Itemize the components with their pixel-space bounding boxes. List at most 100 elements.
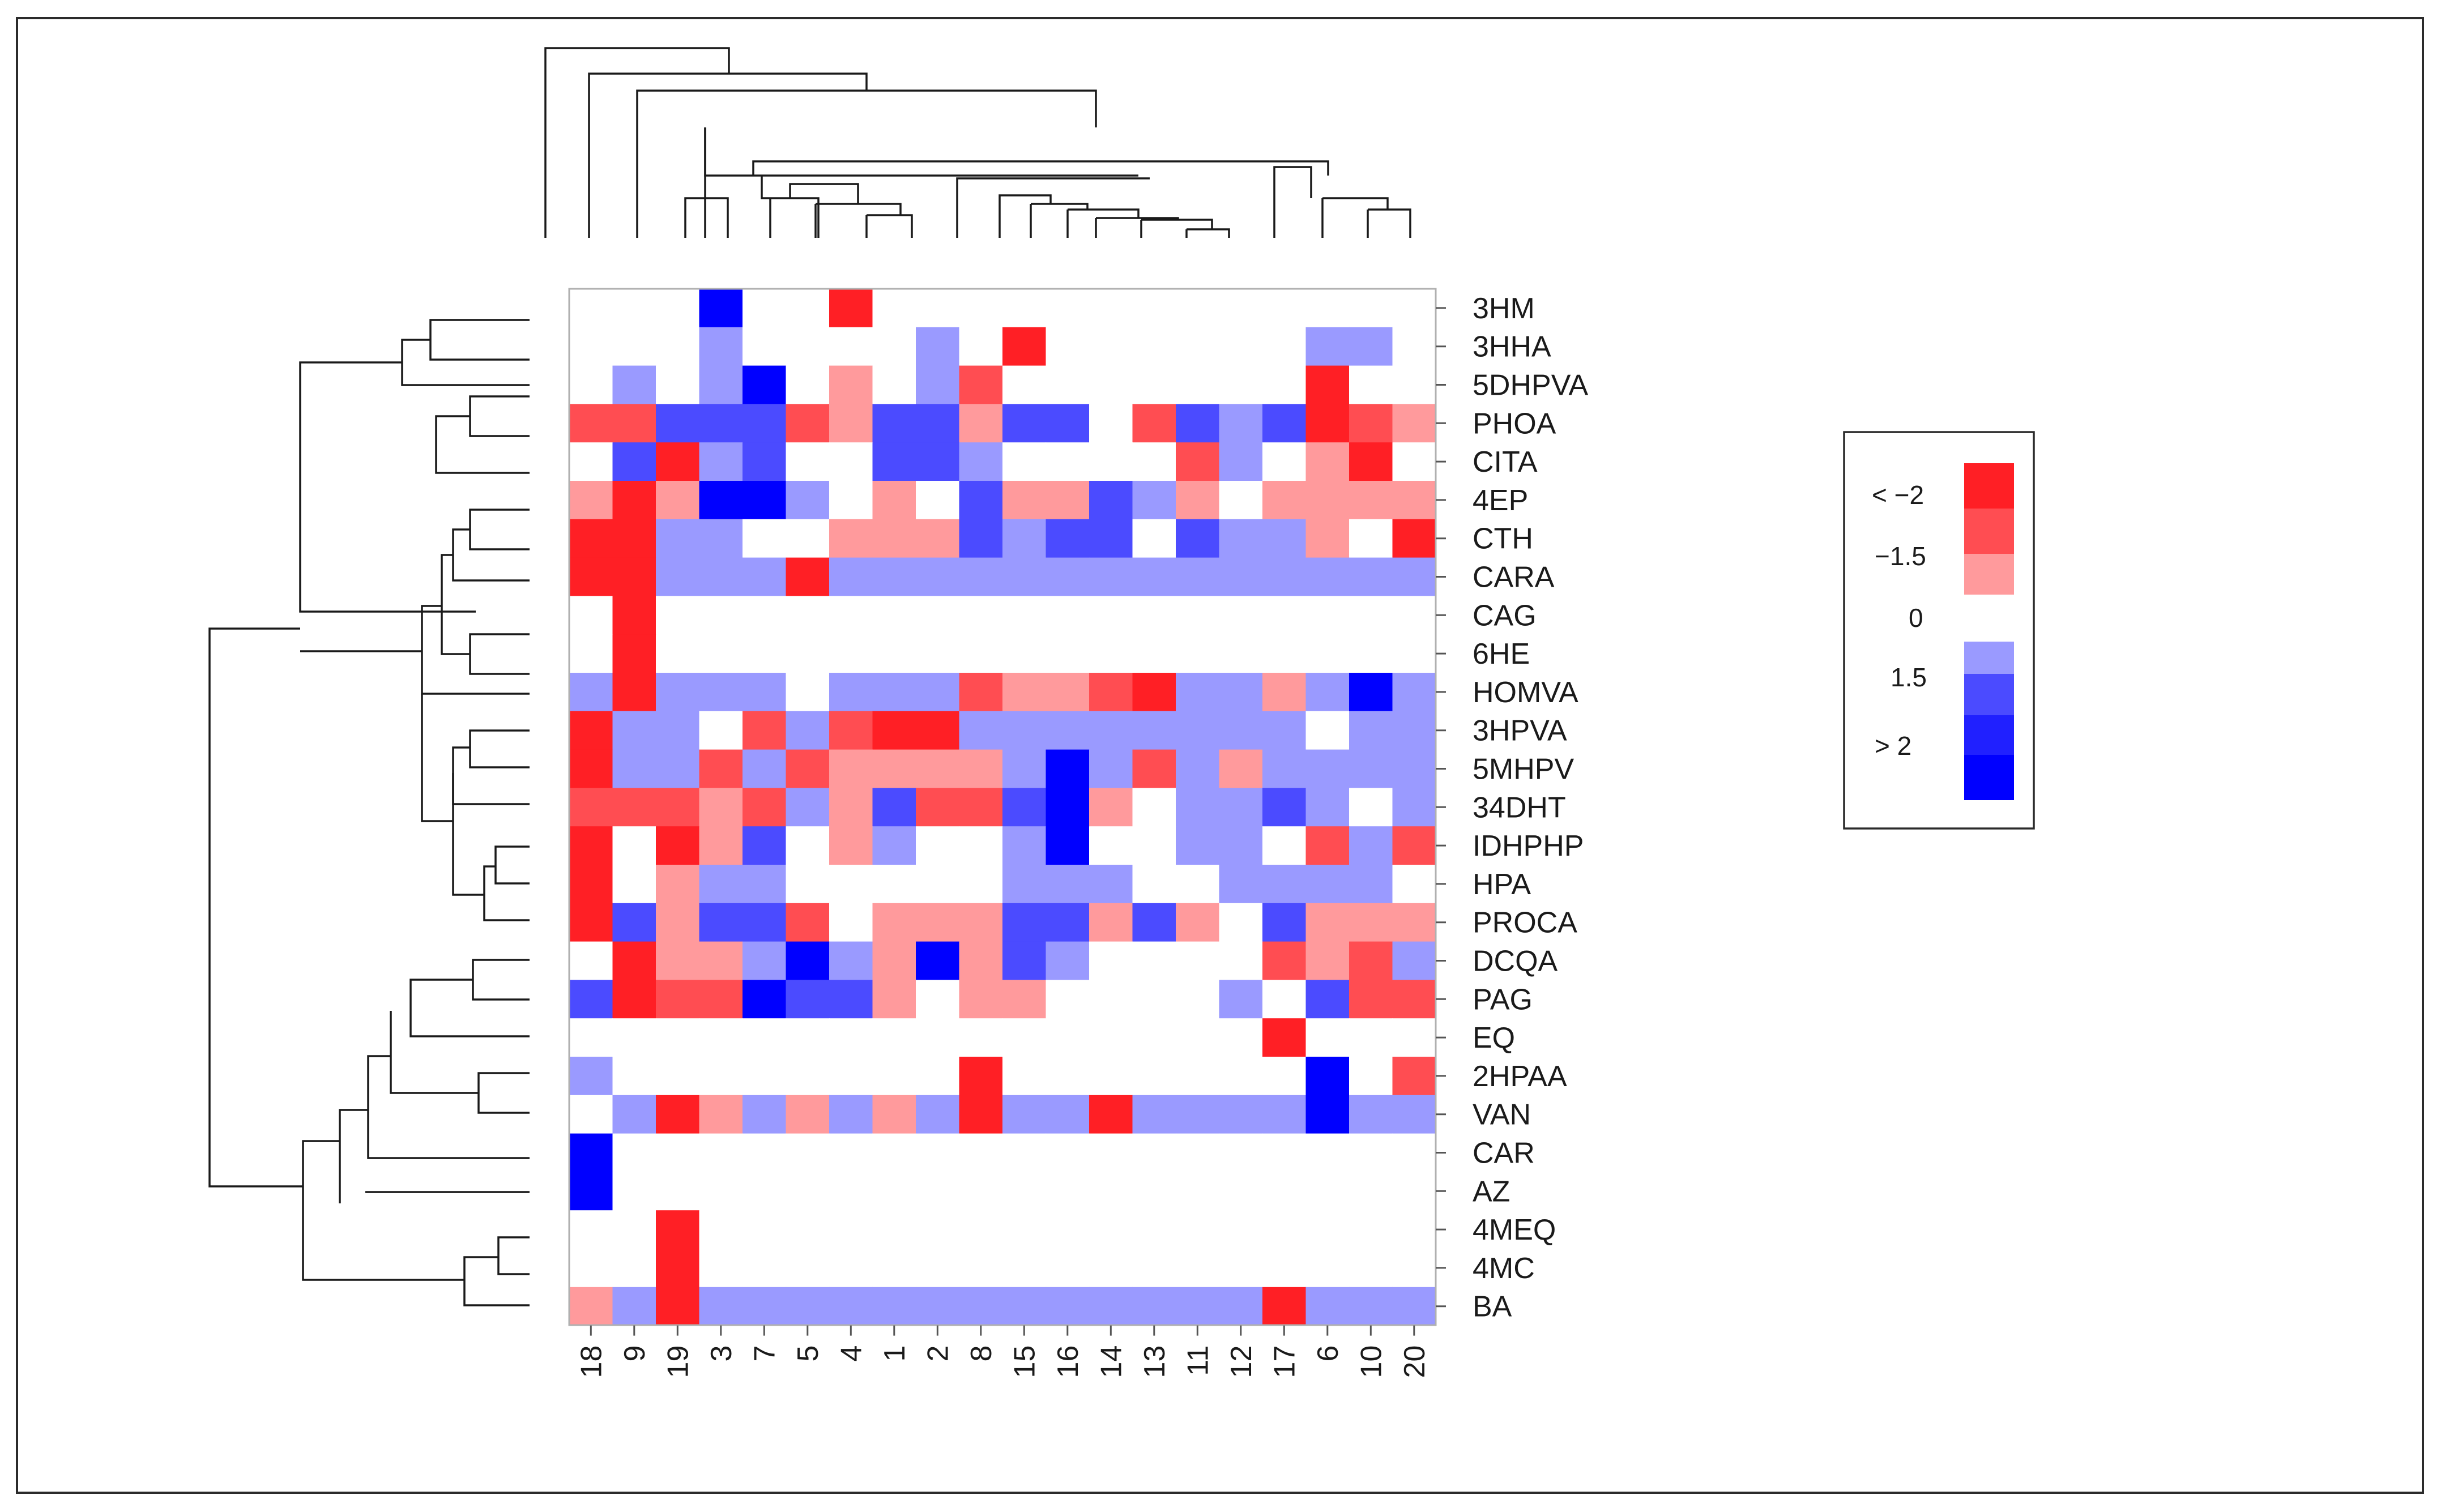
heatmap-cell-DCQA-9 <box>612 941 656 980</box>
heatmap-cell-AZ-3 <box>699 1172 743 1211</box>
heatmap-cell-IDHPHP-14 <box>1089 826 1133 865</box>
heatmap-cell-CAG-1 <box>872 596 916 635</box>
heatmap-cell-4EP-6 <box>1305 481 1350 520</box>
heatmap-cell-CTH-19 <box>656 519 700 558</box>
heatmap-cell-3HM-3 <box>699 289 743 328</box>
heatmap-cell-VAN-4 <box>829 1095 873 1134</box>
heatmap-cell-AZ-20 <box>1392 1172 1436 1211</box>
heatmap-cell-HOMVA-17 <box>1262 673 1307 712</box>
legend-label-neg1-5: −1.5 <box>1875 541 1926 571</box>
heatmap-cell-3HHA-2 <box>916 327 960 366</box>
heatmap-cell-CTH-14 <box>1089 519 1133 558</box>
heatmap-cell-IDHPHP-11 <box>1176 826 1220 865</box>
heatmap-cell-CAR-6 <box>1305 1133 1350 1172</box>
heatmap-cell-DCQA-12 <box>1219 941 1263 980</box>
heatmap-cell-5DHPVA-17 <box>1262 365 1307 404</box>
heatmap-cell-EQ-3 <box>699 1018 743 1057</box>
heatmap-cell-CITA-14 <box>1089 442 1133 481</box>
heatmap-cell-HOMVA-20 <box>1392 673 1436 712</box>
row-label-34DHT: 34DHT <box>1473 791 1566 824</box>
heatmap-cell-IDHPHP-10 <box>1349 826 1393 865</box>
heatmap-cell-6HE-18 <box>569 634 613 673</box>
heatmap-cell-3HM-14 <box>1089 289 1133 328</box>
heatmap-cell-6HE-9 <box>612 634 656 673</box>
heatmap-cell-4MC-4 <box>829 1249 873 1288</box>
heatmap-cell-CAG-19 <box>656 596 700 635</box>
legend-label-gt2: > 2 <box>1875 731 1911 761</box>
heatmap-cell-AZ-12 <box>1219 1172 1263 1211</box>
heatmap-cell-PHOA-19 <box>656 404 700 443</box>
heatmap-cell-3HM-13 <box>1132 289 1176 328</box>
heatmap-cell-PAG-15 <box>1002 980 1047 1019</box>
heatmap-cell-CAR-9 <box>612 1133 656 1172</box>
heatmap-cell-5DHPVA-11 <box>1176 365 1220 404</box>
heatmap-cell-4MC-3 <box>699 1249 743 1288</box>
heatmap-cell-CAG-7 <box>743 596 787 635</box>
heatmap-cell-34DHT-12 <box>1219 788 1263 827</box>
heatmap-cell-3HM-5 <box>786 289 830 328</box>
heatmap-cell-EQ-5 <box>786 1018 830 1057</box>
legend-label-zero: 0 <box>1909 603 1923 633</box>
heatmap-cell-CAR-3 <box>699 1133 743 1172</box>
heatmap-cell-CITA-19 <box>656 442 700 481</box>
heatmap-cell-IDHPHP-9 <box>612 826 656 865</box>
heatmap-cell-IDHPHP-5 <box>786 826 830 865</box>
heatmap-cell-5MHPV-20 <box>1392 749 1436 788</box>
column-label-8: 8 <box>965 1346 998 1362</box>
heatmap-cell-IDHPHP-1 <box>872 826 916 865</box>
heatmap-cell-DCQA-11 <box>1176 941 1220 980</box>
heatmap-cell-6HE-11 <box>1176 634 1220 673</box>
heatmap-cell-PAG-11 <box>1176 980 1220 1019</box>
heatmap-cell-CARA-18 <box>569 557 613 596</box>
heatmap-cell-4EP-8 <box>959 481 1003 520</box>
heatmap-cell-CTH-20 <box>1392 519 1436 558</box>
heatmap-cell-CARA-2 <box>916 557 960 596</box>
heatmap-cell-CTH-3 <box>699 519 743 558</box>
heatmap-cell-CTH-7 <box>743 519 787 558</box>
heatmap-cell-5MHPV-3 <box>699 749 743 788</box>
heatmap-cell-5DHPVA-10 <box>1349 365 1393 404</box>
heatmap-cell-DCQA-3 <box>699 941 743 980</box>
heatmap-cell-2HPAA-3 <box>699 1057 743 1096</box>
heatmap-cell-4EP-15 <box>1002 481 1047 520</box>
heatmap-cell-CARA-20 <box>1392 557 1436 596</box>
column-label-17: 17 <box>1268 1346 1301 1378</box>
heatmap-cell-3HM-15 <box>1002 289 1047 328</box>
heatmap-cell-CITA-12 <box>1219 442 1263 481</box>
legend-swatch-neg1 <box>1964 554 2014 595</box>
heatmap-cell-4EP-5 <box>786 481 830 520</box>
heatmap-cell-CTH-6 <box>1305 519 1350 558</box>
heatmap-cell-CAR-10 <box>1349 1133 1393 1172</box>
heatmap-cell-34DHT-17 <box>1262 788 1307 827</box>
heatmap-cell-4MEQ-2 <box>916 1210 960 1249</box>
heatmap-cell-6HE-5 <box>786 634 830 673</box>
column-label-1: 1 <box>878 1346 911 1362</box>
heatmap-cell-5DHPVA-18 <box>569 365 613 404</box>
heatmap-cell-4EP-9 <box>612 481 656 520</box>
heatmap-cell-HPA-14 <box>1089 865 1133 904</box>
heatmap-cell-CITA-20 <box>1392 442 1436 481</box>
heatmap-cell-4MEQ-16 <box>1046 1210 1090 1249</box>
heatmap-cell-EQ-1 <box>872 1018 916 1057</box>
heatmap-cell-CAR-14 <box>1089 1133 1133 1172</box>
heatmap-cell-HPA-2 <box>916 865 960 904</box>
heatmap-cell-PAG-13 <box>1132 980 1176 1019</box>
heatmap-cell-5MHPV-5 <box>786 749 830 788</box>
heatmap-cell-CITA-3 <box>699 442 743 481</box>
heatmap-cell-4MC-17 <box>1262 1249 1307 1288</box>
heatmap-cell-PHOA-4 <box>829 404 873 443</box>
heatmap-cell-34DHT-8 <box>959 788 1003 827</box>
heatmap-cell-4MEQ-15 <box>1002 1210 1047 1249</box>
heatmap-cell-HOMVA-10 <box>1349 673 1393 712</box>
heatmap-cell-CAG-18 <box>569 596 613 635</box>
row-label-CAG: CAG <box>1473 599 1537 632</box>
heatmap-cell-5MHPV-12 <box>1219 749 1263 788</box>
column-label-5: 5 <box>792 1346 825 1362</box>
heatmap-cell-CAR-8 <box>959 1133 1003 1172</box>
row-label-5MHPV: 5MHPV <box>1473 753 1574 786</box>
heatmap-cell-4EP-20 <box>1392 481 1436 520</box>
row-labels: 3HM 3HHA 5DHPVA PHOA CITA 4EP CTH CARA CAG 6HE HOM… <box>1473 292 1589 1323</box>
heatmap-cell-4EP-7 <box>743 481 787 520</box>
heatmap-cell-CTH-2 <box>916 519 960 558</box>
heatmap-cell-PAG-9 <box>612 980 656 1019</box>
